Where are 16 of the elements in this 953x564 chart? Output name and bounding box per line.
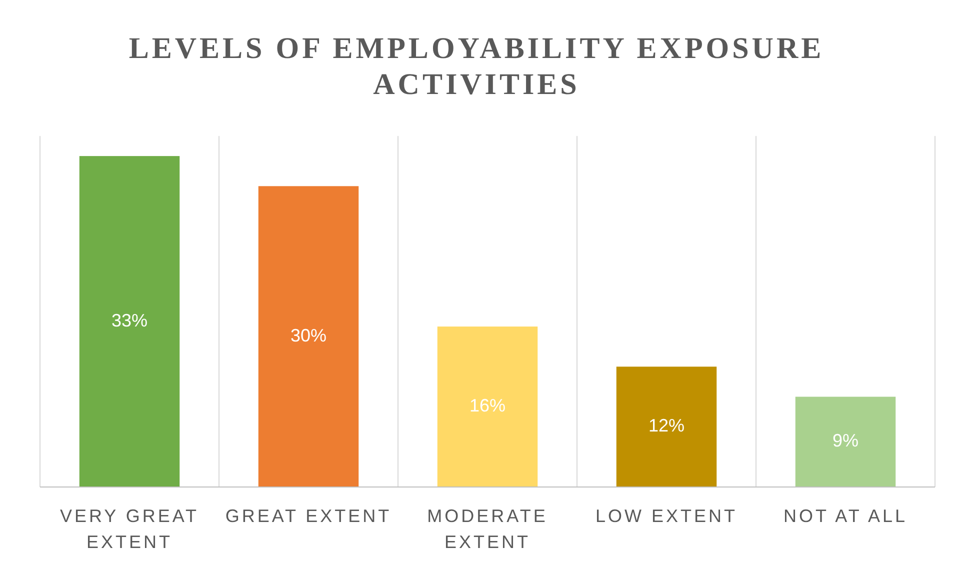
data-label: 30% (290, 325, 327, 346)
data-label: 16% (469, 396, 506, 416)
data-label: 33% (111, 310, 148, 330)
x-tick-label: GREAT EXTENT (225, 506, 392, 526)
x-tick-label: LOW EXTENT (595, 506, 738, 526)
bar (258, 186, 359, 487)
data-label: 9% (832, 430, 859, 451)
bar (437, 326, 538, 487)
x-tick-label: VERY GREAT EXTENT (60, 506, 200, 552)
data-label: 12% (648, 416, 685, 436)
bar (79, 156, 180, 487)
x-tick-label: NOT AT ALL (783, 506, 908, 526)
bar (795, 396, 896, 487)
chart-title: LEVELS OF EMPLOYABILITY EXPOSURE ACTIVITIES (128, 32, 824, 101)
bar (616, 366, 717, 487)
x-tick-label: MODERATE EXTENT (427, 506, 548, 552)
